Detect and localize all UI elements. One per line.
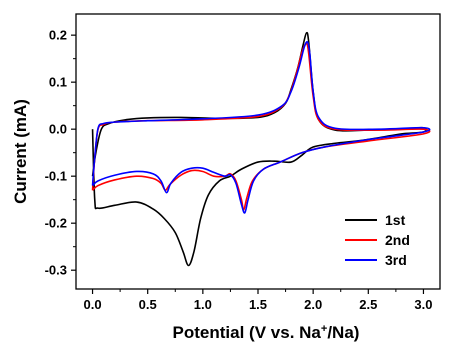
x-tick-label: 3.0 <box>414 297 432 312</box>
y-tick-label: -0.3 <box>45 263 67 278</box>
y-tick-label: -0.1 <box>45 169 67 184</box>
x-tick-label: 2.0 <box>304 297 322 312</box>
legend: 1st 2nd 3rd <box>345 212 410 268</box>
legend-label-1st: 1st <box>385 212 406 228</box>
series-line-1st <box>91 31 427 267</box>
legend-label-3rd: 3rd <box>385 252 407 268</box>
x-axis-title-main: Potential (V vs. Na <box>173 323 322 342</box>
x-tick-label: 2.5 <box>359 297 377 312</box>
x-tick-label: 0.5 <box>139 297 157 312</box>
y-tick-label: 0.0 <box>49 122 67 137</box>
legend-label-2nd: 2nd <box>385 232 410 248</box>
x-axis-title-superscript: + <box>321 323 327 335</box>
x-axis-title-tail: /Na) <box>327 323 359 342</box>
x-tick-label: 0.0 <box>84 297 102 312</box>
x-axis-ticks: 0.0 0.5 1.0 1.5 2.0 2.5 3.0 <box>84 289 432 312</box>
y-tick-label: 0.2 <box>49 28 67 43</box>
y-tick-label: 0.1 <box>49 75 67 90</box>
y-tick-label: -0.2 <box>45 216 67 231</box>
x-axis-title: Potential (V vs. Na+/Na) <box>173 323 360 342</box>
x-tick-label: 1.5 <box>249 297 267 312</box>
series-line-3rd <box>91 41 431 214</box>
y-axis-ticks: -0.3 -0.2 -0.1 0.0 0.1 0.2 <box>45 28 76 278</box>
y-axis-title: Current (mA) <box>11 99 30 204</box>
series-group <box>91 31 431 267</box>
x-tick-label: 1.0 <box>194 297 212 312</box>
